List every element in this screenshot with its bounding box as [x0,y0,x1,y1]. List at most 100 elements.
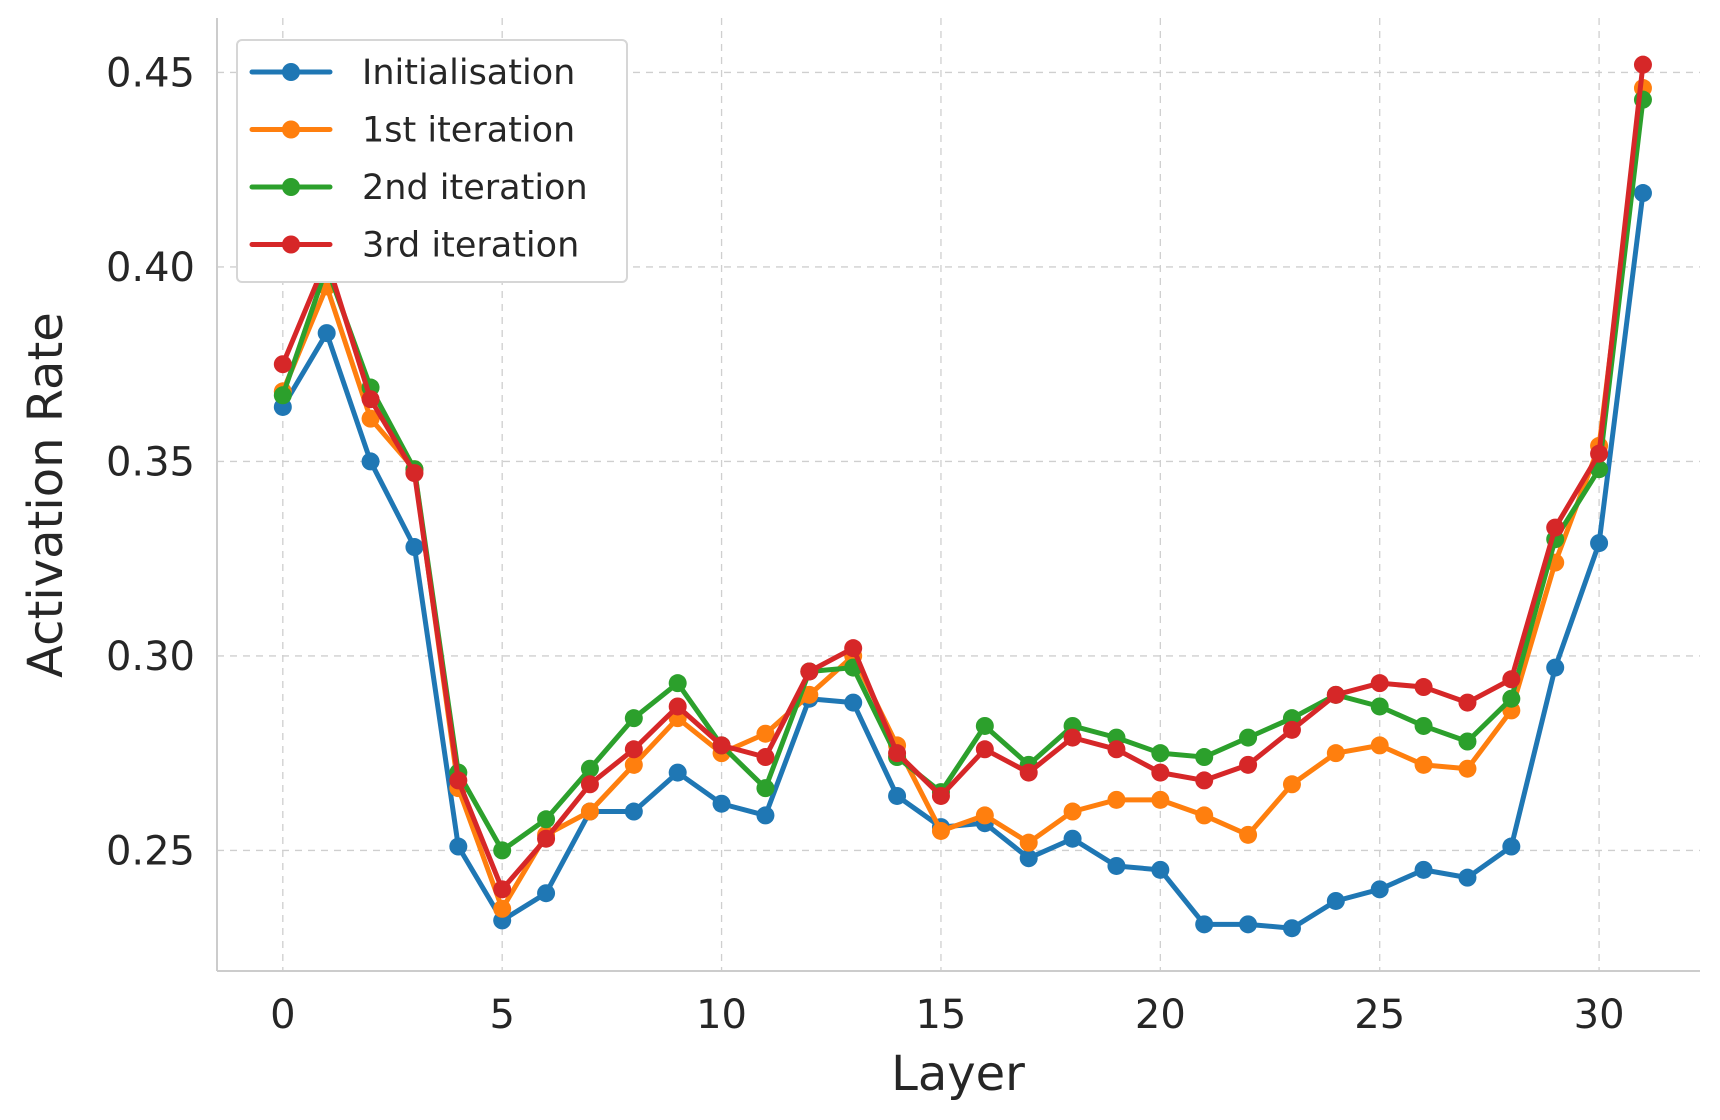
data-point [1282,919,1301,938]
data-point [1195,915,1214,934]
data-point [1502,689,1521,708]
data-point [537,810,556,829]
data-point [1370,697,1389,716]
y-tick-label: 0.25 [106,828,195,874]
legend-item: 1st iteration [249,111,575,151]
data-point [493,899,512,918]
data-point [1019,849,1038,868]
data-point [756,806,775,825]
x-tick-labels: 0 5 10 15 20 25 30 [270,992,1624,1038]
data-point [800,662,819,681]
data-point [1151,763,1170,782]
data-point [1590,534,1609,553]
data-point [1458,693,1477,712]
x-tick-label: 15 [915,992,966,1038]
data-point [1282,720,1301,739]
data-point [1414,716,1433,735]
y-tick-label: 0.45 [106,50,195,96]
data-point [580,759,599,778]
data-point [888,786,907,805]
legend-swatch-marker [282,235,300,254]
data-point [712,794,731,813]
data-point [1546,518,1565,537]
data-point [1414,678,1433,697]
data-point [1151,790,1170,809]
data-point [844,639,863,658]
legend-label: Initialisation [362,53,575,93]
data-point [668,763,687,782]
data-point [537,884,556,903]
x-tick-label: 0 [270,992,295,1038]
data-point [1019,763,1038,782]
x-tick-label: 5 [489,992,514,1038]
data-point [668,697,687,716]
data-point [361,452,380,471]
data-point [1107,790,1126,809]
data-point [975,740,994,759]
legend-box [236,39,628,283]
data-point [1151,860,1170,879]
x-tick-label: 20 [1135,992,1186,1038]
data-point [756,724,775,743]
data-point [1546,658,1565,677]
legend: Initialisation 1st iteration 2nd iteration… [236,39,628,283]
data-point [537,829,556,848]
data-point [449,837,468,856]
data-point [931,821,950,840]
data-point [1633,55,1652,74]
data-point [580,802,599,821]
data-point [1370,880,1389,899]
data-point [405,538,424,557]
legend-item: 3rd iteration [249,226,579,266]
data-point [756,779,775,798]
data-point [1239,825,1258,844]
data-point [1019,833,1038,852]
data-point [1326,744,1345,763]
data-point [317,324,336,343]
data-point [1107,856,1126,875]
data-point [449,771,468,790]
data-point [1063,829,1082,848]
y-axis-label: Activation Rate [18,312,74,678]
y-tick-label: 0.40 [106,245,195,291]
x-tick-label: 10 [696,992,747,1038]
data-point [493,880,512,899]
axes [216,18,1700,972]
data-point [493,841,512,860]
x-axis-label: Layer [891,1046,1025,1102]
data-point [931,786,950,805]
data-point [273,386,292,405]
data-point [1239,755,1258,774]
data-point [712,736,731,755]
data-point [668,674,687,693]
data-point [1063,802,1082,821]
data-point [1590,444,1609,463]
legend-item: 2nd iteration [249,168,588,208]
series-line [280,190,1646,931]
data-point [888,744,907,763]
data-point [975,716,994,735]
legend-swatch-marker [282,120,300,139]
data-point [1151,744,1170,763]
data-point [1458,868,1477,887]
data-point [1502,837,1521,856]
data-point [1414,860,1433,879]
data-point [1458,759,1477,778]
data-point [1414,755,1433,774]
x-tick-label: 25 [1354,992,1405,1038]
legend-label: 1st iteration [362,111,575,151]
data-point [1195,806,1214,825]
data-point [1633,184,1652,203]
data-point [1107,740,1126,759]
data-point [1458,732,1477,751]
data-point [1239,915,1258,934]
data-point [1502,670,1521,689]
legend-label: 3rd iteration [362,226,579,266]
data-point [1195,771,1214,790]
data-point [1063,728,1082,747]
legend-item: Initialisation [249,53,575,93]
data-point [844,693,863,712]
data-point [624,802,643,821]
data-point [580,775,599,794]
